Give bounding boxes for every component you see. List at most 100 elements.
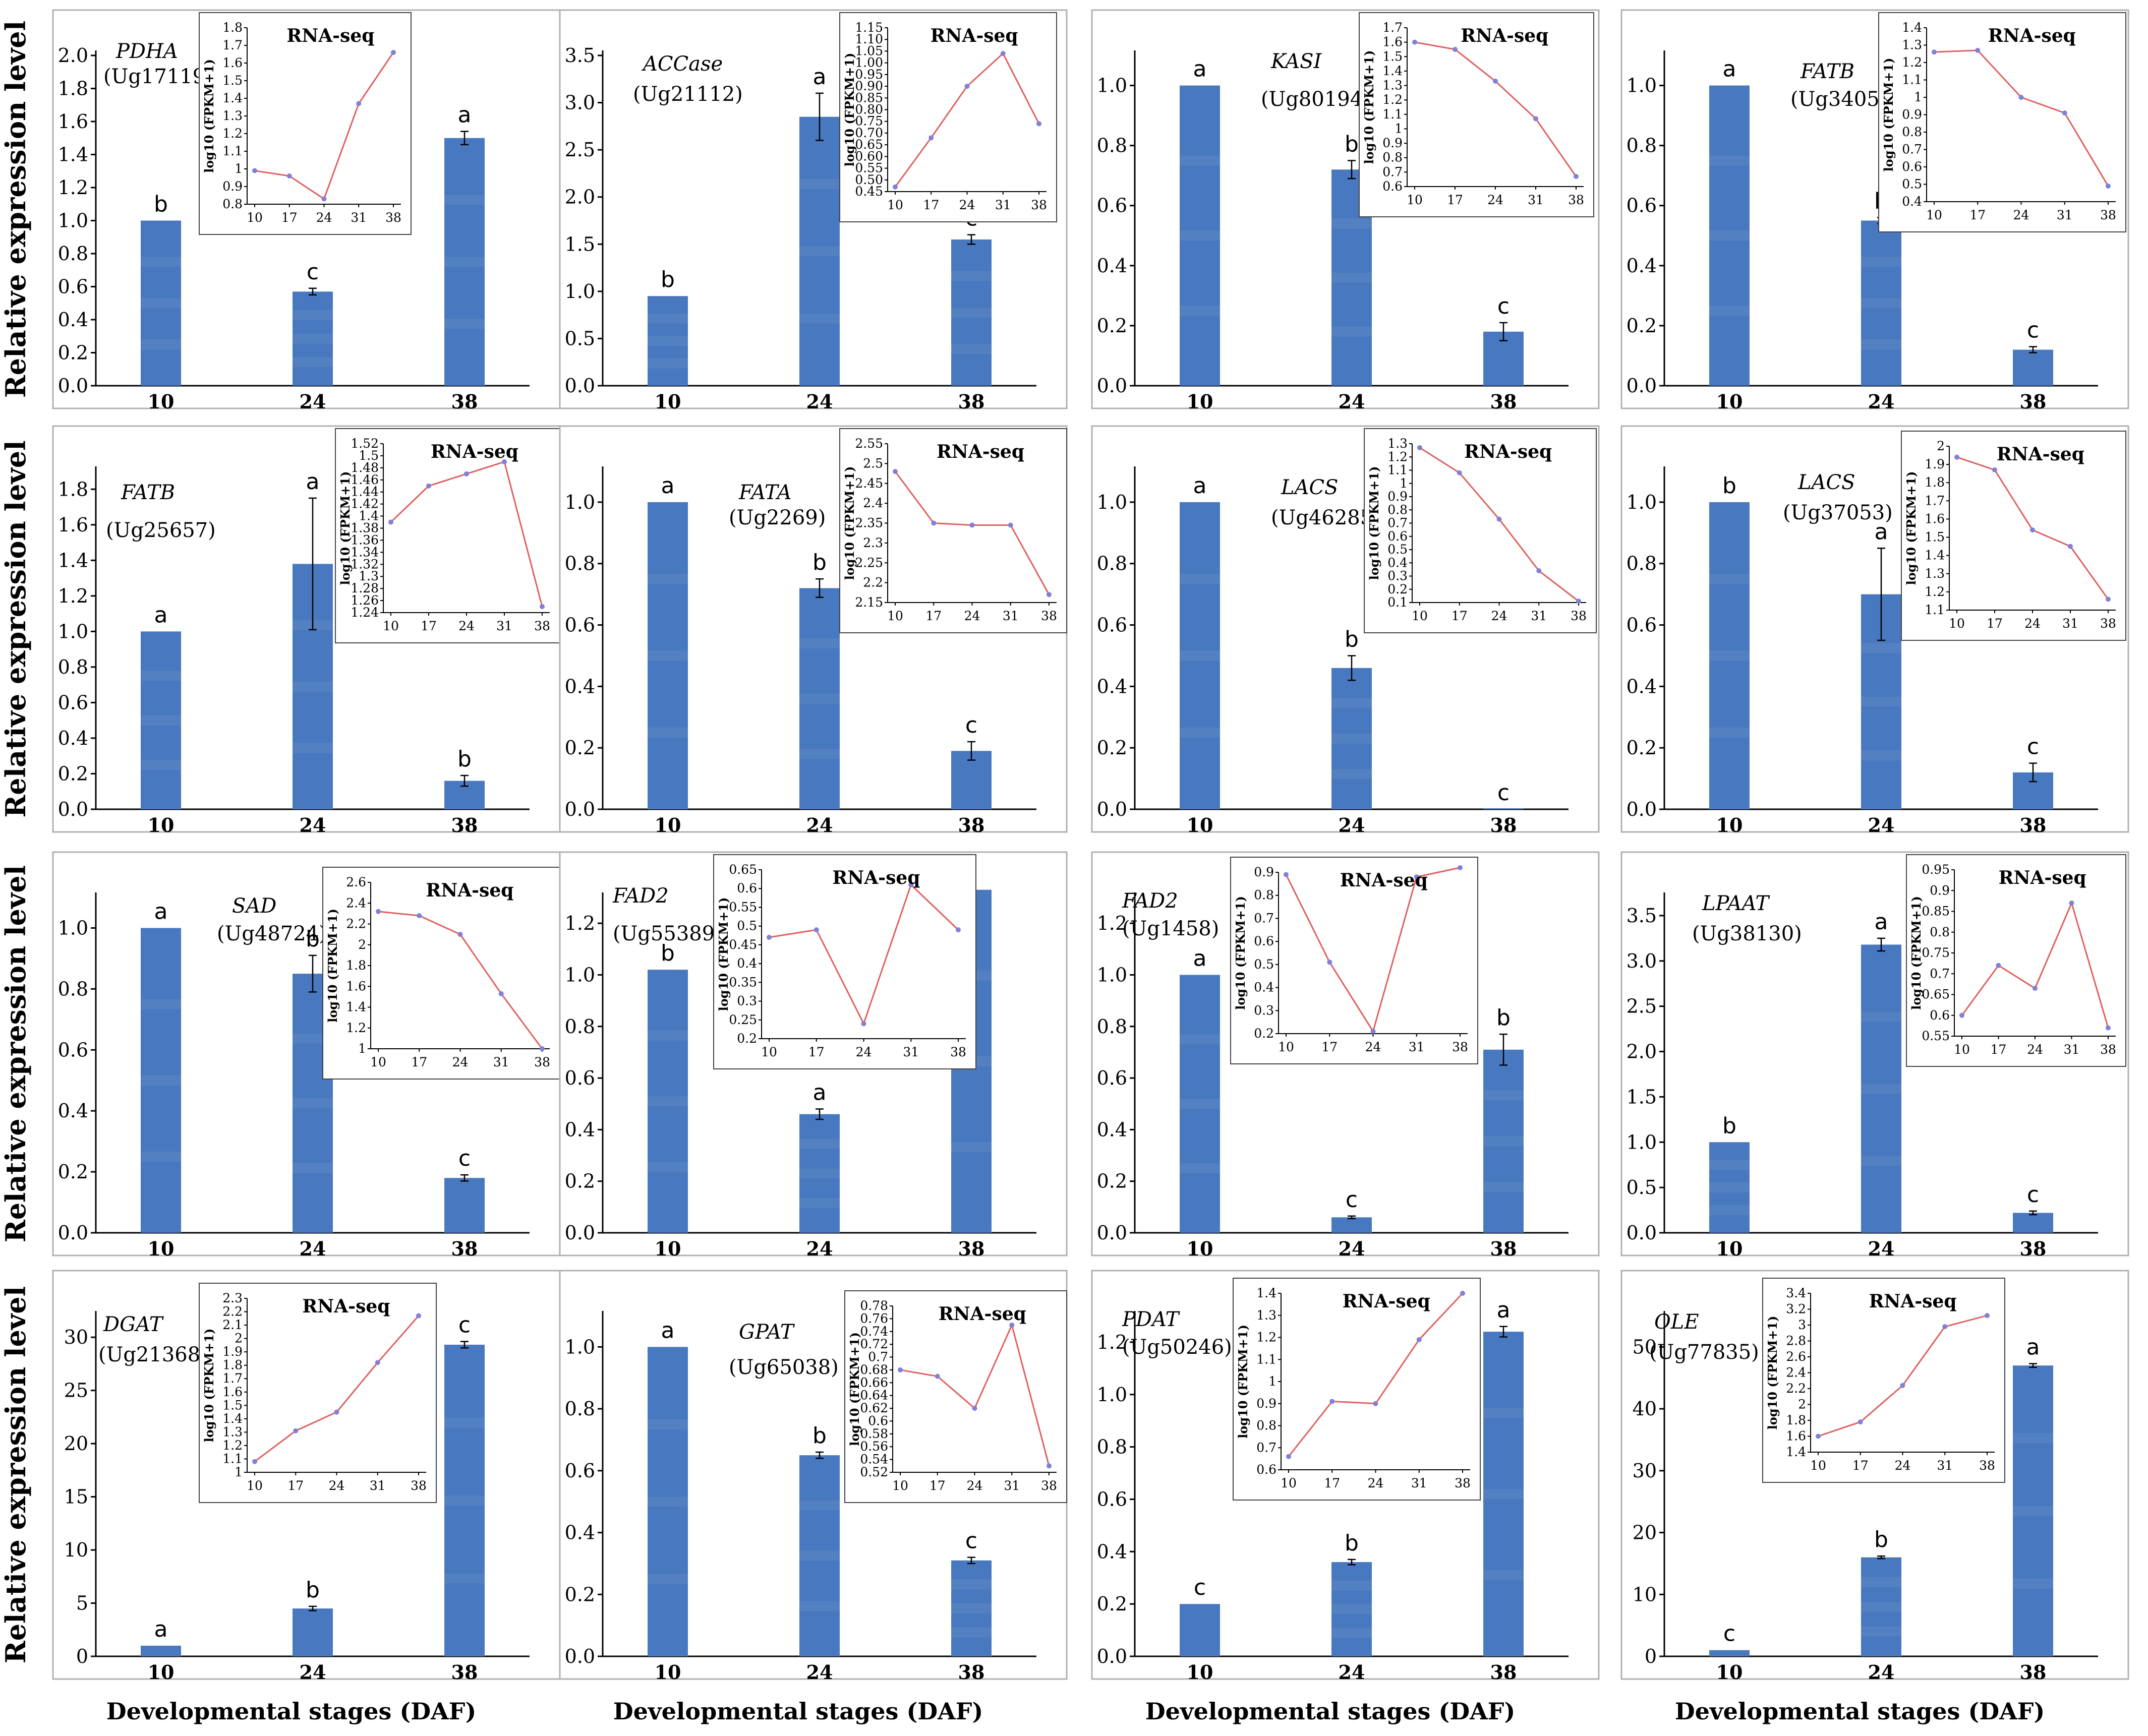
x-tick-label: 24 — [1339, 390, 1365, 413]
bar-band — [648, 650, 688, 661]
significance-letter: c — [1497, 293, 1510, 319]
bar-band — [293, 333, 333, 344]
inset-y-tick-label: 0.5 — [1387, 542, 1408, 557]
gene-name: LACS — [1281, 476, 1338, 499]
inset-y-tick-label: 0.6 — [1382, 179, 1403, 194]
x-tick-label: 38 — [451, 1661, 478, 1684]
inset-title: RNA-seq — [1343, 1291, 1430, 1312]
inset-y-tick-label: 2.2 — [346, 917, 366, 931]
y-tick-label: 1.0 — [1627, 491, 1657, 513]
inset-y-tick-label: 1.9 — [1925, 457, 1945, 471]
x-tick-label: 24 — [1868, 814, 1895, 836]
inset-point — [1000, 51, 1006, 56]
x-tick-label: 24 — [806, 814, 833, 836]
significance-letter: a — [661, 473, 675, 499]
inset-y-tick-label: 2.4 — [863, 496, 883, 510]
bar-band — [141, 257, 181, 267]
significance-letter: b — [1345, 626, 1359, 652]
significance-letter: c — [965, 1528, 977, 1554]
bar-band — [1483, 1136, 1524, 1147]
inset-y-tick-label: 0.8 — [1382, 150, 1403, 165]
bar-band — [799, 638, 840, 649]
x-tick-label: 24 — [1339, 814, 1365, 836]
inset-y-tick-label: 0.45 — [855, 184, 883, 199]
inset-y-tick-label: 0.7 — [1902, 142, 1922, 157]
bar-band — [444, 195, 485, 205]
bar-band — [1483, 1182, 1524, 1192]
inset-y-tick-label: 0.3 — [1387, 569, 1408, 583]
y-tick-label: 0.6 — [1097, 1488, 1127, 1510]
y-tick-label: 0.0 — [58, 798, 88, 820]
bar-band — [648, 1419, 688, 1429]
y-tick-label: 1.0 — [1097, 1384, 1127, 1406]
bar-band — [1861, 298, 1901, 309]
inset-frame — [1359, 12, 1594, 217]
inset-title: RNA-seq — [286, 25, 374, 46]
gene-name: FATB — [1800, 60, 1854, 83]
panels: 0.00.20.40.60.81.01.21.41.61.82.0b10c24a… — [52, 9, 2129, 1684]
panel-lacs-ug46285: 0.0 0.2 0.4 0.6 0.8 1.0 a 10 b 24 c 38 LACS (Ug46285)… — [1091, 425, 1600, 836]
inset-point — [964, 84, 970, 89]
bar-band — [799, 1139, 840, 1149]
inset-x-tick-label: 10 — [383, 619, 399, 633]
inset-y-tick-label: 0.7 — [1256, 1440, 1276, 1455]
bar-band — [1709, 650, 1750, 661]
inset-point — [416, 1313, 421, 1319]
inset-y-tick-label: 1.3 — [222, 1424, 243, 1439]
significance-letter: b — [306, 1577, 320, 1603]
bar-band — [1709, 574, 1750, 584]
inset-x-tick-label: 31 — [1937, 1458, 1953, 1473]
gene-name: FATA — [738, 481, 791, 504]
bar — [444, 1178, 485, 1233]
inset-x-tick-label: 24 — [856, 1045, 872, 1059]
inset-y-tick-label: 0.4 — [1387, 555, 1408, 570]
inset-point — [1954, 454, 1959, 460]
inset-x-tick-label: 24 — [967, 1478, 983, 1493]
inset-y-tick-label: 0.6 — [868, 1413, 888, 1428]
inset-y-label: log10 (FPKM+1) — [1233, 896, 1248, 1010]
inset-point — [391, 50, 396, 55]
inset-x-tick-label: 10 — [1407, 193, 1423, 207]
panel-lpaat-ug38130: 0.0 0.5 1.0 1.5 2.0 2.5 3.0 3.5 b 10 a 24 c 38 LPAAT (U… — [1620, 851, 2129, 1260]
x-tick-label: 10 — [1187, 814, 1213, 836]
significance-letter: a — [154, 602, 168, 628]
bar-band — [799, 246, 840, 257]
x-tick-label: 38 — [2020, 1661, 2047, 1684]
inset-y-tick-label: 0.55 — [1922, 1029, 1950, 1043]
inset-frame — [839, 12, 1057, 222]
bar-band — [1180, 155, 1220, 166]
y-tick-label: 1.0 — [1627, 75, 1657, 97]
inset-x-tick-label: 17 — [923, 198, 939, 212]
gene-id: (Ug2269) — [729, 506, 826, 529]
y-tick-label: 0.4 — [1097, 675, 1127, 697]
inset-y-tick-label: 1.24 — [351, 605, 379, 620]
inset-y-tick-label: 1.3 — [1387, 436, 1408, 451]
inset-y-tick-label: 0.1 — [1387, 595, 1408, 610]
inset-y-label: log10 (FPKM+1) — [1904, 471, 1919, 585]
inset-point — [2068, 544, 2073, 549]
inset-x-tick-label: 17 — [1324, 1476, 1340, 1490]
significance-letter: c — [1497, 780, 1510, 806]
inset-y-tick-label: 0.55 — [729, 900, 757, 914]
y-tick-label: 0.4 — [1627, 675, 1657, 697]
inset-y-tick-label: 1.34 — [351, 545, 379, 559]
bar-band — [1861, 643, 1901, 653]
inset-point — [956, 927, 961, 933]
panel-sad-ug48724: 0.00.20.40.60.81.0a10b24c38SAD(Ug48724)1… — [52, 851, 561, 1260]
significance-letter: c — [1346, 1187, 1358, 1213]
panel-frame — [1091, 851, 1600, 1256]
inset-y-tick-label: 2.4 — [1786, 1365, 1806, 1380]
inset-point — [1996, 963, 2001, 968]
panel-ole-ug77835: 01020304050c10b24a38OLE(Ug77835)1.41.61.… — [1620, 1270, 2129, 1684]
bar-band — [1861, 1084, 1901, 1094]
inset-y-tick-label: 0.6 — [737, 881, 757, 895]
bar-band — [1331, 272, 1372, 283]
inset-rna-seq: 1.41.6 1.822.22.42.62.8 3 3.2 3.4 10 17 24 31 38 R… — [1762, 1278, 2005, 1483]
bar-band — [444, 1573, 485, 1584]
panel-gpat-ug65038: 0.0 0.2 0.4 0.6 0.8 1.0 a 10 b 24 c 38 GPAT (Ug65038)… — [559, 1270, 1068, 1684]
inset-y-tick-label: 0.75 — [855, 114, 883, 129]
inset-y-tick-label: 1.3 — [1902, 38, 1922, 52]
y-tick-label: 1.4 — [58, 549, 88, 571]
inset-point — [1900, 1383, 1905, 1388]
x-tick-label: 24 — [300, 1237, 326, 1260]
